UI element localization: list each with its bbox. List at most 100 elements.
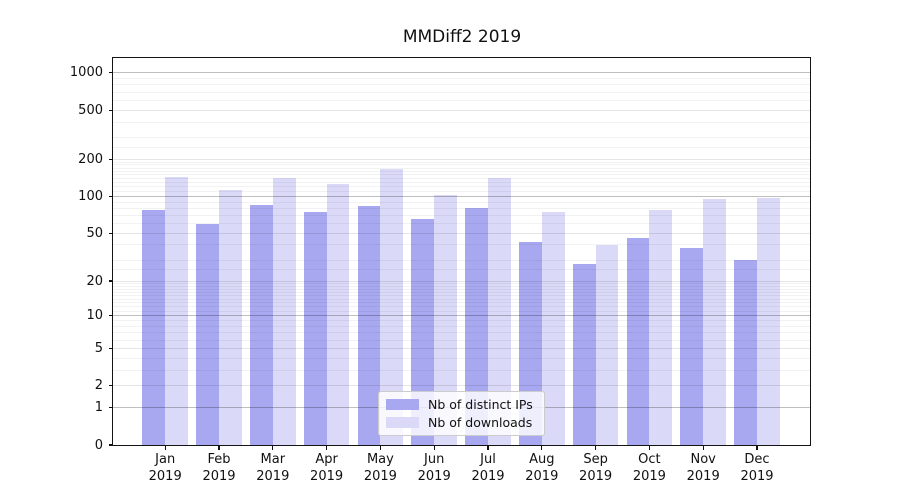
gridline-minor-11 [113, 310, 811, 312]
gridline-minor-30 [113, 259, 811, 261]
gridline-minor-160 [113, 170, 811, 172]
x-tick-label-Oct: Oct 2019 [632, 452, 666, 484]
y-tick-mark-2 [108, 385, 113, 387]
gridline-minor-700 [113, 91, 811, 93]
gridline-minor-170 [113, 167, 811, 169]
x-tick-label-Sep: Sep 2019 [579, 452, 613, 484]
y-tick-label-1: 1 [94, 400, 103, 416]
gridline-minor-7 [113, 332, 811, 334]
gridline-minor-16 [113, 291, 811, 293]
bar-downloads-Sep [595, 244, 619, 445]
bar-downloads-Dec [757, 198, 780, 445]
gridline-minor-180 [113, 164, 811, 166]
x-tick-label-Aug: Aug 2019 [525, 452, 559, 484]
gridline-minor-9 [113, 320, 811, 322]
bar-downloads-Feb [219, 189, 242, 445]
gridline-minor-120 [113, 186, 811, 188]
y-tick-mark-0 [108, 444, 113, 446]
x-tick-mark-Apr [326, 445, 328, 450]
legend: Nb of distinct IPs Nb of downloads [378, 391, 545, 436]
gridline-minor-300 [113, 137, 811, 139]
bar-distinct-ips-Feb [196, 223, 219, 445]
gridline-minor-70 [113, 214, 811, 216]
x-tick-mark-Oct [648, 445, 650, 450]
bar-downloads-Nov [703, 199, 726, 445]
gridline-minor-17 [113, 288, 811, 290]
y-tick-mark-200 [108, 158, 113, 160]
bar-downloads-Aug [541, 212, 565, 445]
gridline-minor-400 [113, 121, 811, 123]
x-tick-label-Jan: Jan 2019 [148, 452, 182, 484]
x-tick-label-Mar: Mar 2019 [256, 452, 290, 484]
y-tick-label-1000: 1000 [69, 65, 103, 81]
gridline-200 [113, 158, 811, 160]
bar-distinct-ips-Mar [250, 205, 273, 445]
bar-downloads-Oct [649, 210, 673, 445]
legend-item-distinct-ips: Nb of distinct IPs [386, 397, 535, 412]
x-tick-mark-Jun [433, 445, 435, 450]
gridline-minor-800 [113, 84, 811, 86]
legend-item-downloads: Nb of downloads [386, 415, 535, 430]
legend-label-distinct-ips: Nb of distinct IPs [428, 397, 533, 412]
gridline-minor-19 [113, 283, 811, 285]
y-tick-label-200: 200 [78, 151, 103, 167]
gridline-5 [113, 347, 811, 349]
gridline-minor-900 [113, 78, 811, 80]
gridline-500 [113, 109, 811, 111]
gridline-minor-90 [113, 201, 811, 203]
gridline-minor-14 [113, 298, 811, 300]
x-tick-mark-Jan [164, 445, 166, 450]
gridline-minor-4 [113, 357, 811, 359]
x-tick-mark-Dec [756, 445, 758, 450]
gridline-minor-150 [113, 174, 811, 176]
y-tick-mark-50 [108, 232, 113, 234]
gridline-minor-40 [113, 244, 811, 246]
bar-distinct-ips-Nov [680, 247, 704, 445]
x-tick-label-Jun: Jun 2019 [417, 452, 451, 484]
gridline-1000 [113, 72, 811, 74]
gridline-minor-3 [113, 369, 811, 371]
x-tick-mark-May [379, 445, 381, 450]
y-tick-label-20: 20 [86, 273, 103, 289]
y-tick-label-2: 2 [94, 378, 103, 394]
gridline-minor-15 [113, 295, 811, 297]
y-tick-mark-100 [108, 195, 113, 197]
bar-distinct-ips-Jun [411, 219, 435, 445]
legend-label-downloads: Nb of downloads [428, 415, 533, 430]
gridline-minor-60 [113, 223, 811, 225]
y-tick-label-0: 0 [94, 437, 103, 453]
x-tick-mark-Mar [272, 445, 274, 450]
gridline-100 [113, 195, 811, 197]
x-tick-mark-Feb [218, 445, 220, 450]
bar-downloads-Jun [434, 195, 457, 445]
gridline-minor-130 [113, 181, 811, 183]
y-tick-label-5: 5 [94, 340, 103, 356]
bar-downloads-Jan [165, 177, 188, 445]
gridline-minor-110 [113, 190, 811, 192]
y-tick-label-500: 500 [78, 102, 103, 118]
bar-downloads-Mar [272, 178, 296, 445]
gridline-minor-12 [113, 306, 811, 308]
gridline-minor-18 [113, 285, 811, 287]
bar-downloads-Jul [488, 178, 511, 445]
legend-swatch-distinct-ips [386, 399, 419, 410]
x-tick-label-Feb: Feb 2019 [202, 452, 236, 484]
bar-distinct-ips-Oct [626, 237, 650, 445]
chart-title: MMDiff2 2019 [402, 27, 522, 47]
bar-distinct-ips-Sep [572, 263, 596, 445]
bar-distinct-ips-Jan [142, 209, 166, 445]
x-tick-label-May: May 2019 [363, 452, 397, 484]
x-tick-label-Nov: Nov 2019 [686, 452, 720, 484]
bar-downloads-May [380, 169, 404, 445]
gridline-10 [113, 315, 811, 317]
gridline-minor-80 [113, 207, 811, 209]
gridline-20 [113, 280, 811, 282]
x-tick-mark-Jul [487, 445, 489, 450]
gridline-50 [113, 232, 811, 234]
y-tick-mark-10 [108, 315, 113, 317]
bar-distinct-ips-Jul [465, 208, 488, 445]
gridline-minor-6 [113, 339, 811, 341]
y-tick-mark-1 [108, 407, 113, 409]
gridline-minor-13 [113, 302, 811, 304]
